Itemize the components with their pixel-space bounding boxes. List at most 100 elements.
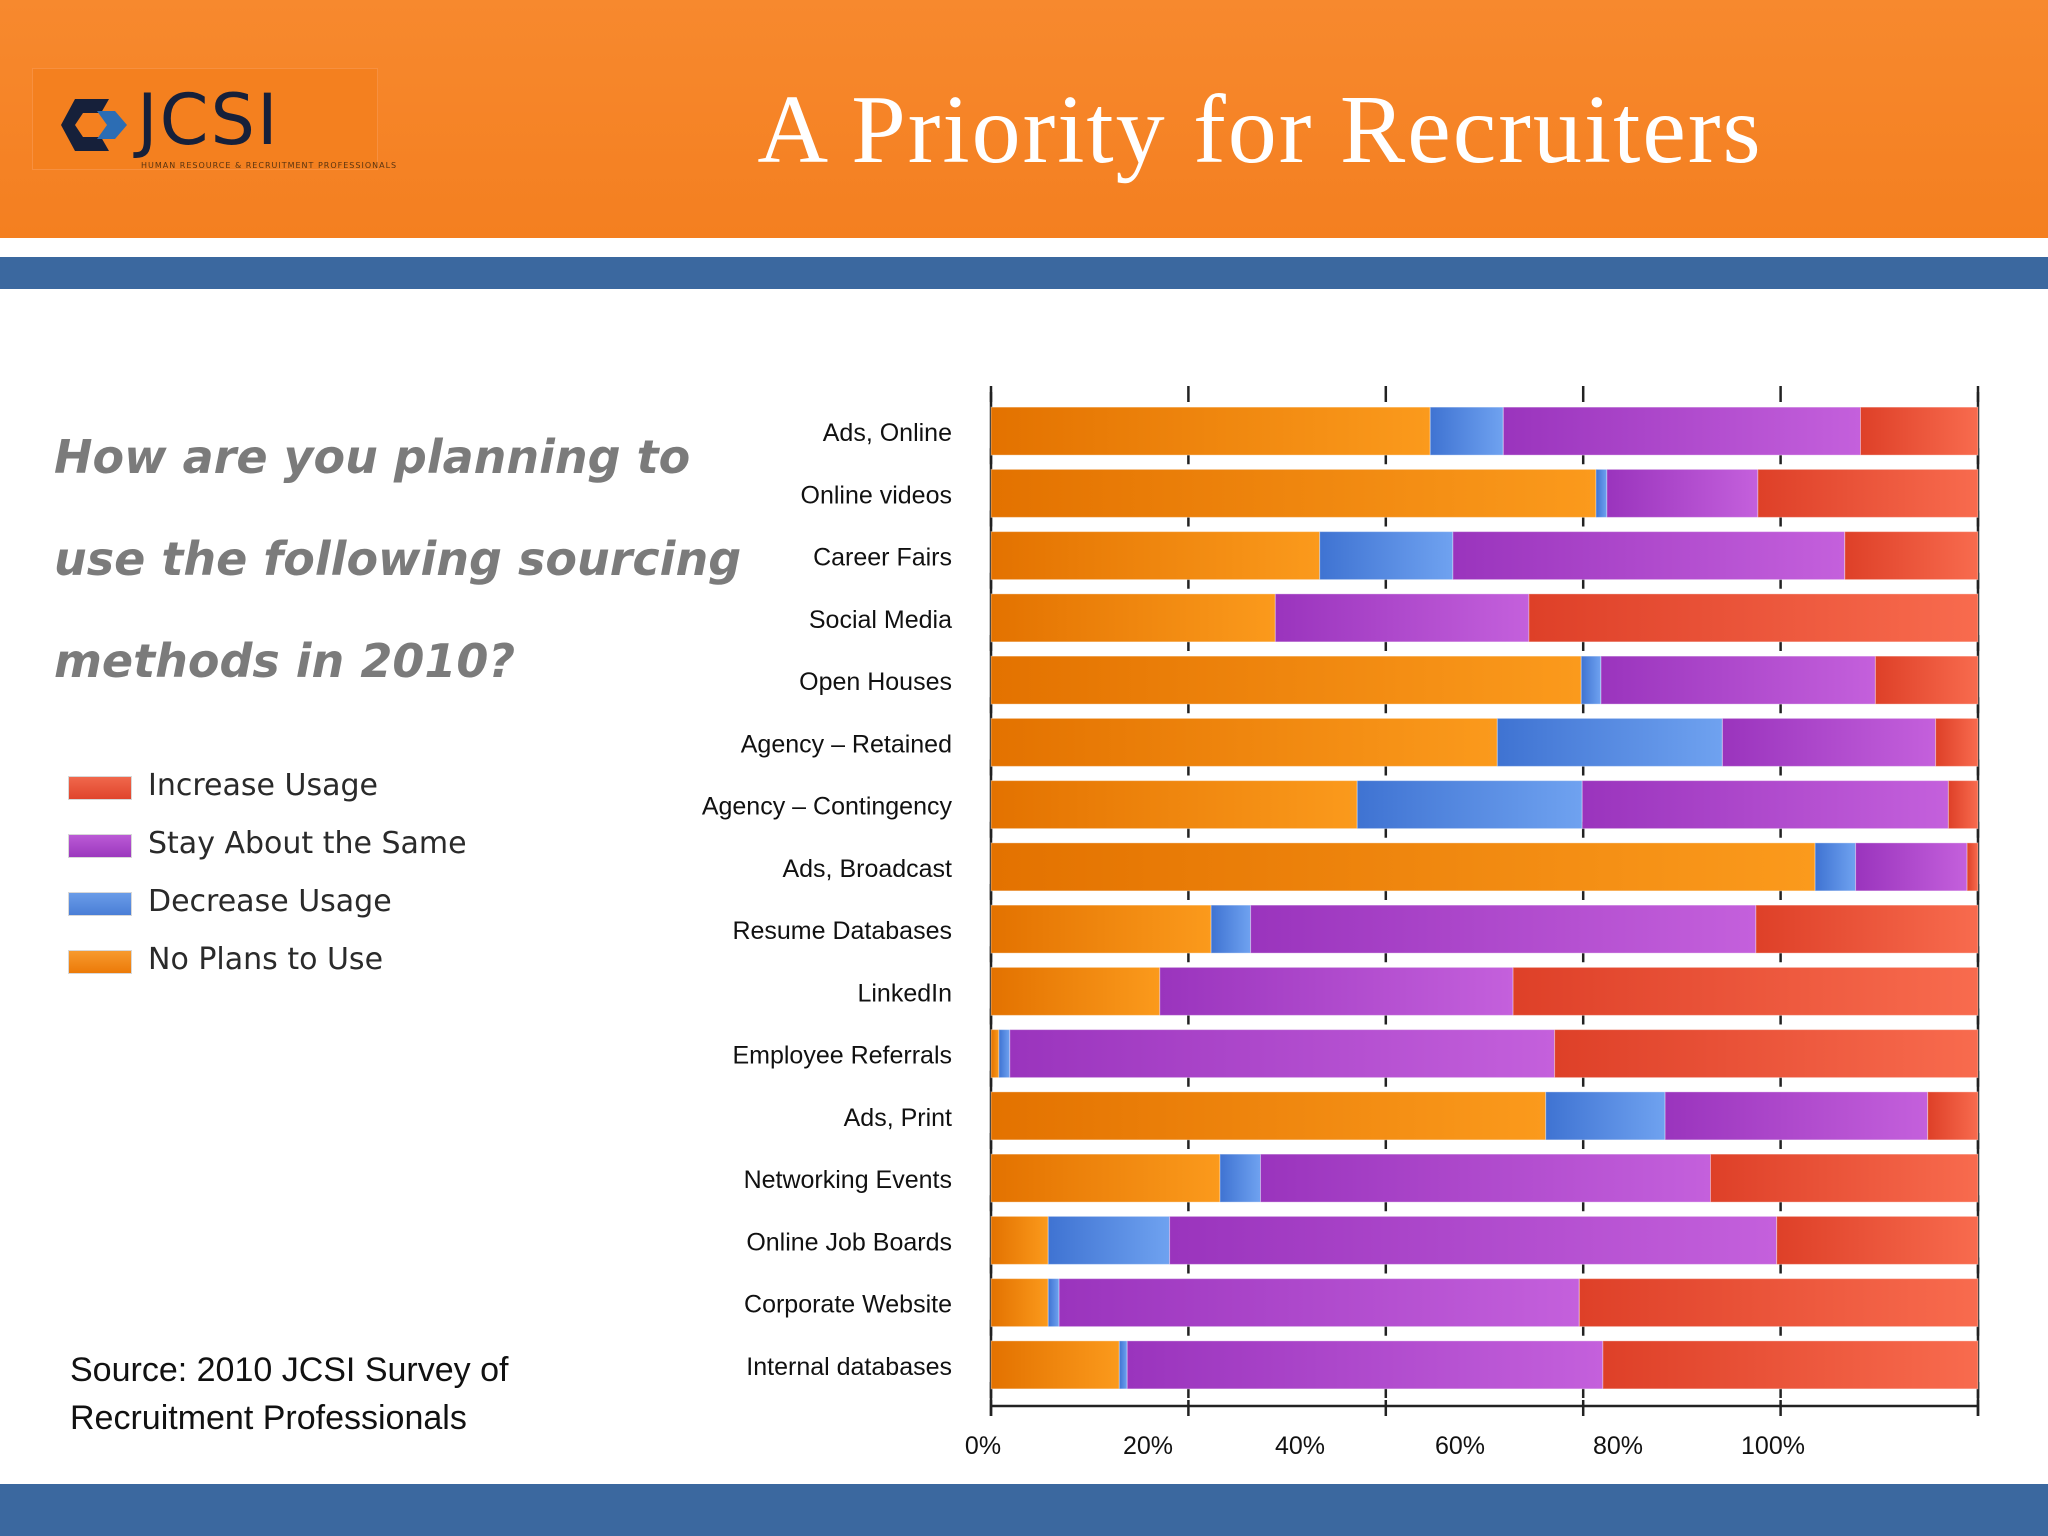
bar-segment (990, 717, 1498, 767)
bar-segment (1855, 842, 1968, 892)
category-label: Online videos (801, 481, 952, 509)
bar-segment (1947, 780, 1979, 830)
bar-segment (1452, 531, 1846, 581)
bar-segment (1356, 780, 1583, 830)
bar-segment (1528, 593, 1979, 643)
bar-segment (1860, 406, 1979, 456)
bar-segment (1874, 655, 1979, 705)
bar-segment (990, 1215, 1049, 1265)
legend-swatch-same (68, 834, 132, 858)
question-line: How are you planning to (54, 430, 691, 484)
bar-segment (1595, 468, 1608, 518)
bar-segment (990, 655, 1582, 705)
footer-bar (0, 1484, 2048, 1536)
bar-segment (998, 1029, 1011, 1079)
stacked-bar-chart: Ads, Online Online videos Career Fairs Soci… (702, 386, 1980, 1460)
bar-segment (1581, 780, 1949, 830)
category-label: Agency – Retained (741, 730, 952, 758)
bar-segment (1512, 966, 1979, 1016)
bar-segment (1580, 655, 1602, 705)
bar-segment (1260, 1153, 1712, 1203)
bar-segment (990, 1091, 1547, 1141)
category-label: LinkedIn (857, 979, 952, 1007)
x-tick-label: 80% (1593, 1432, 1643, 1460)
bar-segment (1927, 1091, 1979, 1141)
bar-segment (990, 593, 1276, 643)
bar-segment (990, 780, 1358, 830)
bar-segment (990, 1153, 1221, 1203)
category-label: Corporate Website (744, 1291, 952, 1319)
bar-segment (1219, 1153, 1261, 1203)
source-line: Recruitment Professionals (70, 1399, 467, 1437)
legend-swatch-decrease (68, 892, 132, 916)
category-label: Employee Referrals (732, 1042, 952, 1070)
x-tick-label: 40% (1275, 1432, 1325, 1460)
bar-segment (1755, 904, 1979, 954)
slide-title: A Priority for Recruiters (757, 76, 1763, 184)
question-line: use the following sourcing (54, 532, 742, 586)
bar-segment (990, 468, 1597, 518)
bar-segment (1047, 1278, 1060, 1328)
category-label: Internal databases (746, 1353, 952, 1381)
category-label: Career Fairs (813, 544, 952, 572)
bar-segment (1009, 1029, 1556, 1079)
bar-segment (1429, 406, 1504, 456)
legend-label: No Plans to Use (148, 942, 384, 977)
bar-segment (1126, 1340, 1604, 1390)
bar-segment (1776, 1215, 1979, 1265)
bar-segment (990, 406, 1431, 456)
bar-segment (990, 1029, 1000, 1079)
question-line: methods in 2010? (54, 634, 516, 688)
bar-segment (1496, 717, 1723, 767)
bar-segment (990, 531, 1321, 581)
bar-segment (990, 1278, 1049, 1328)
x-tick-label: 60% (1435, 1432, 1485, 1460)
bar-segment (990, 1340, 1120, 1390)
logo-mark-icon (61, 99, 127, 151)
category-label: Social Media (809, 606, 952, 634)
source-note: Source: 2010 JCSI Survey of Recruitment … (70, 1346, 630, 1442)
legend-label: Increase Usage (148, 768, 378, 803)
bar-segment (1578, 1278, 1979, 1328)
bar-segment (1319, 531, 1454, 581)
bar-segment (1274, 593, 1530, 643)
bar-segment (1664, 1091, 1929, 1141)
legend-label: Stay About the Same (148, 826, 467, 861)
bar-segment (1966, 842, 1979, 892)
category-label: Agency – Contingency (702, 793, 953, 821)
x-tick-label: 0% (965, 1432, 1001, 1460)
bar-segment (1935, 717, 1979, 767)
category-label: Ads, Print (844, 1104, 952, 1132)
bar-segment (1554, 1029, 1979, 1079)
bar-segment (1721, 717, 1937, 767)
legend-label: Decrease Usage (148, 884, 392, 919)
bar-segment (1058, 1278, 1580, 1328)
logo-tagline: HUMAN RESOURCE & RECRUITMENT PROFESSIONA… (141, 161, 398, 170)
bar-segment (1710, 1153, 1979, 1203)
category-label: Ads, Broadcast (782, 855, 952, 883)
bar-segment (1502, 406, 1862, 456)
bar-segment (1844, 531, 1979, 581)
bar-segment (1159, 966, 1514, 1016)
x-tick-label: 100% (1741, 1432, 1805, 1460)
category-label: Open Houses (799, 668, 952, 696)
bar-segment (1606, 468, 1759, 518)
bar-segment (1047, 1215, 1171, 1265)
logo-text: JCSI (137, 79, 280, 161)
x-tick-label: 20% (1123, 1432, 1173, 1460)
category-label: Ads, Online (823, 419, 952, 447)
bar-segment (1118, 1340, 1128, 1390)
bar-segment (1250, 904, 1757, 954)
bar-segment (1757, 468, 1979, 518)
bar-segment (1545, 1091, 1666, 1141)
bar-segment (990, 966, 1161, 1016)
question-text: How are you planning to use the followin… (54, 406, 742, 712)
source-line: Source: 2010 JCSI Survey of (70, 1351, 509, 1389)
category-label: Resume Databases (732, 917, 952, 945)
bar-segment (990, 904, 1212, 954)
header-stripe (0, 257, 2048, 289)
bar-segment (1600, 655, 1876, 705)
legend-swatch-no-plans (68, 950, 132, 974)
category-label: Networking Events (744, 1166, 952, 1194)
bar-segment (1169, 1215, 1778, 1265)
